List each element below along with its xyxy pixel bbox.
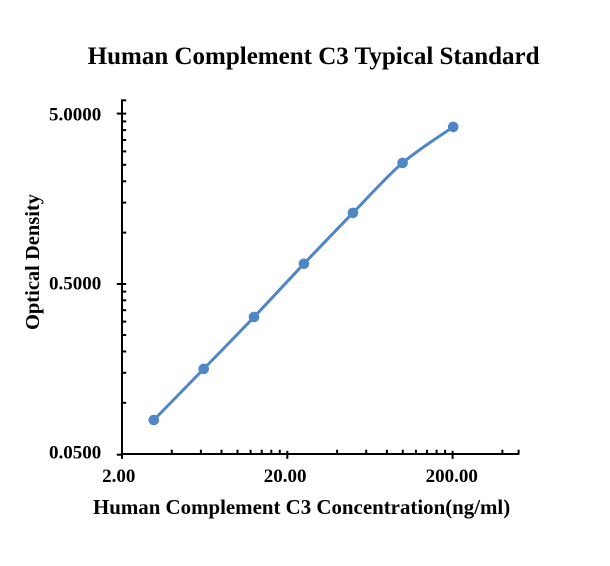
svg-text:Optical Density: Optical Density: [22, 193, 44, 330]
svg-text:Human Complement C3 Typical St: Human Complement C3 Typical Standard: [88, 43, 540, 70]
svg-text:2.00: 2.00: [102, 466, 135, 487]
svg-text:Human Complement C3 Concentrat: Human Complement C3 Concentration(ng/ml): [93, 495, 510, 519]
svg-text:0.5000: 0.5000: [49, 273, 101, 294]
svg-text:5.0000: 5.0000: [49, 104, 101, 125]
svg-text:200.00: 200.00: [426, 466, 478, 487]
svg-text:0.0500: 0.0500: [49, 443, 101, 464]
svg-text:20.00: 20.00: [264, 466, 307, 487]
